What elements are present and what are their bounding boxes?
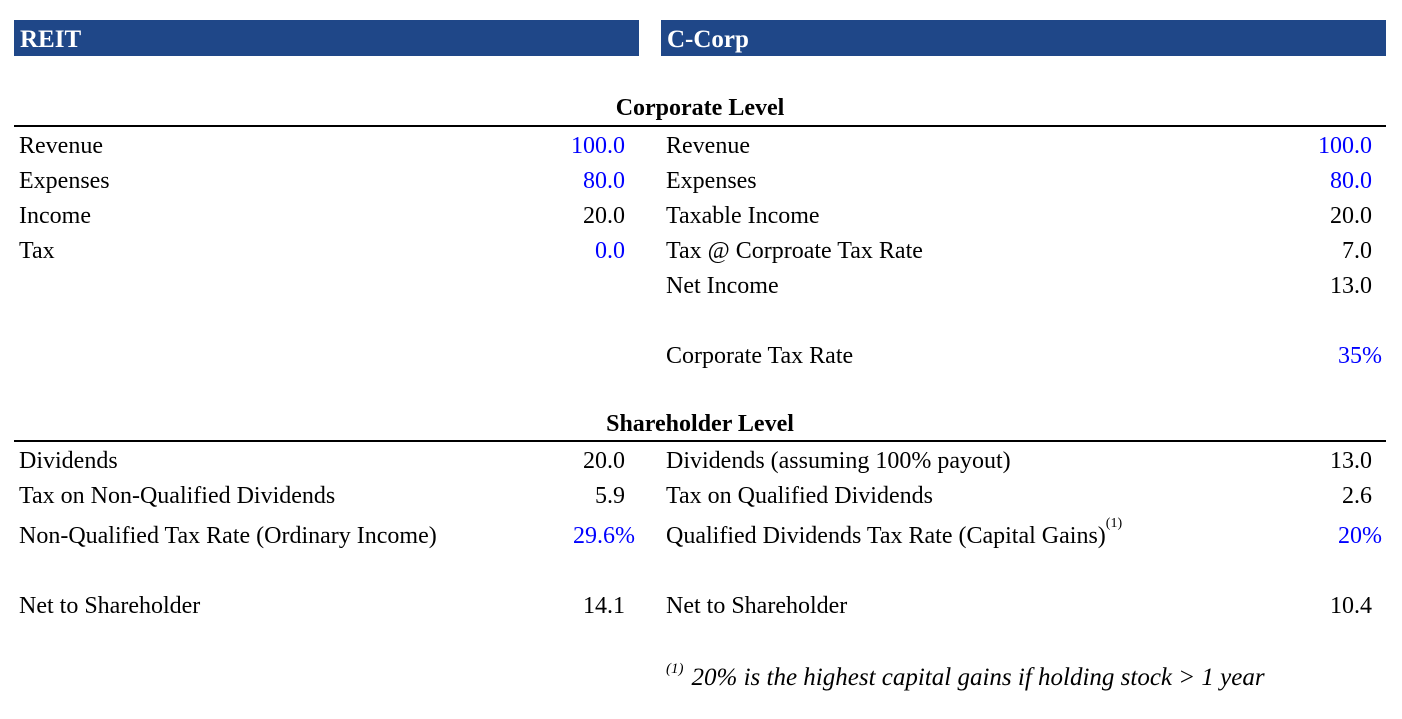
value: 13.0 (1330, 448, 1372, 474)
ccorp-tax-rate-row-2: Qualified Dividends Tax Rate (Capital Ga… (666, 516, 1382, 553)
value: 80.0 (1330, 168, 1372, 194)
footnote: (1) 20% is the highest capital gains if h… (666, 661, 1265, 692)
value: 80.0 (583, 168, 625, 194)
value: 2.6 (1342, 483, 1372, 509)
value: 100.0 (571, 133, 625, 159)
shareholder-divider (14, 440, 1386, 442)
label: Expenses (666, 168, 757, 194)
reit-revenue-row: Revenue 100.0 (19, 129, 625, 163)
footnote-ref: (1) (1105, 516, 1123, 531)
value: 10.4 (1330, 593, 1372, 619)
value: 5.9 (595, 483, 625, 509)
ccorp-net-income-row: Net Income 13.0 (666, 269, 1372, 303)
label: Revenue (19, 133, 103, 159)
label: Tax @ Corproate Tax Rate (666, 238, 923, 264)
label: Qualified Dividends Tax Rate (Capital Ga… (666, 516, 1123, 553)
value: 20.0 (583, 203, 625, 229)
label: Income (19, 203, 91, 229)
label: Revenue (666, 133, 750, 159)
ccorp-tax-rate-row: Corporate Tax Rate 35% (666, 339, 1382, 373)
shareholder-level-heading: Shareholder Level (606, 411, 794, 437)
ccorp-header: C-Corp (661, 20, 1386, 56)
label: Net Income (666, 273, 779, 299)
reit-net-row: Net to Shareholder 14.1 (19, 589, 625, 623)
corporate-divider (14, 125, 1386, 127)
label: Taxable Income (666, 203, 820, 229)
footnote-text: 20% is the highest capital gains if hold… (691, 664, 1265, 691)
reit-expenses-row: Expenses 80.0 (19, 164, 625, 198)
label: Net to Shareholder (19, 593, 201, 619)
ccorp-tax-row: Tax @ Corproate Tax Rate 7.0 (666, 234, 1372, 268)
ccorp-revenue-row: Revenue 100.0 (666, 129, 1372, 163)
value: 100.0 (1318, 133, 1372, 159)
value: 13.0 (1330, 273, 1372, 299)
value: 29.6% (573, 523, 635, 549)
reit-dividend-tax-row: Tax on Non-Qualified Dividends 5.9 (19, 479, 625, 513)
value: 0.0 (595, 238, 625, 264)
label: Dividends (assuming 100% payout) (666, 448, 1011, 474)
ccorp-dividends-row: Dividends (assuming 100% payout) 13.0 (666, 444, 1372, 478)
label: Tax (19, 238, 55, 264)
reit-tax-rate-row: Non-Qualified Tax Rate (Ordinary Income)… (19, 519, 635, 553)
ccorp-taxable-income-row: Taxable Income 20.0 (666, 199, 1372, 233)
label: Dividends (19, 448, 118, 474)
footnote-marker: (1) (666, 661, 684, 677)
value: 20% (1338, 523, 1382, 549)
label: Tax on Qualified Dividends (666, 483, 933, 509)
value: 20.0 (1330, 203, 1372, 229)
label: Corporate Tax Rate (666, 343, 854, 369)
reit-income-row: Income 20.0 (19, 199, 625, 233)
ccorp-net-row: Net to Shareholder 10.4 (666, 589, 1372, 623)
value: 35% (1338, 343, 1382, 369)
value: 7.0 (1342, 238, 1372, 264)
label: Net to Shareholder (666, 593, 848, 619)
ccorp-dividend-tax-row: Tax on Qualified Dividends 2.6 (666, 479, 1372, 513)
ccorp-expenses-row: Expenses 80.0 (666, 164, 1372, 198)
label-text: Qualified Dividends Tax Rate (Capital Ga… (666, 523, 1106, 549)
reit-tax-row: Tax 0.0 (19, 234, 625, 268)
corporate-level-heading: Corporate Level (615, 95, 785, 121)
reit-dividends-row: Dividends 20.0 (19, 444, 625, 478)
value: 14.1 (583, 593, 625, 619)
label: Tax on Non-Qualified Dividends (19, 483, 336, 509)
label: Non-Qualified Tax Rate (Ordinary Income) (19, 523, 437, 549)
label: Expenses (19, 168, 110, 194)
value: 20.0 (583, 448, 625, 474)
reit-header: REIT (14, 20, 639, 56)
